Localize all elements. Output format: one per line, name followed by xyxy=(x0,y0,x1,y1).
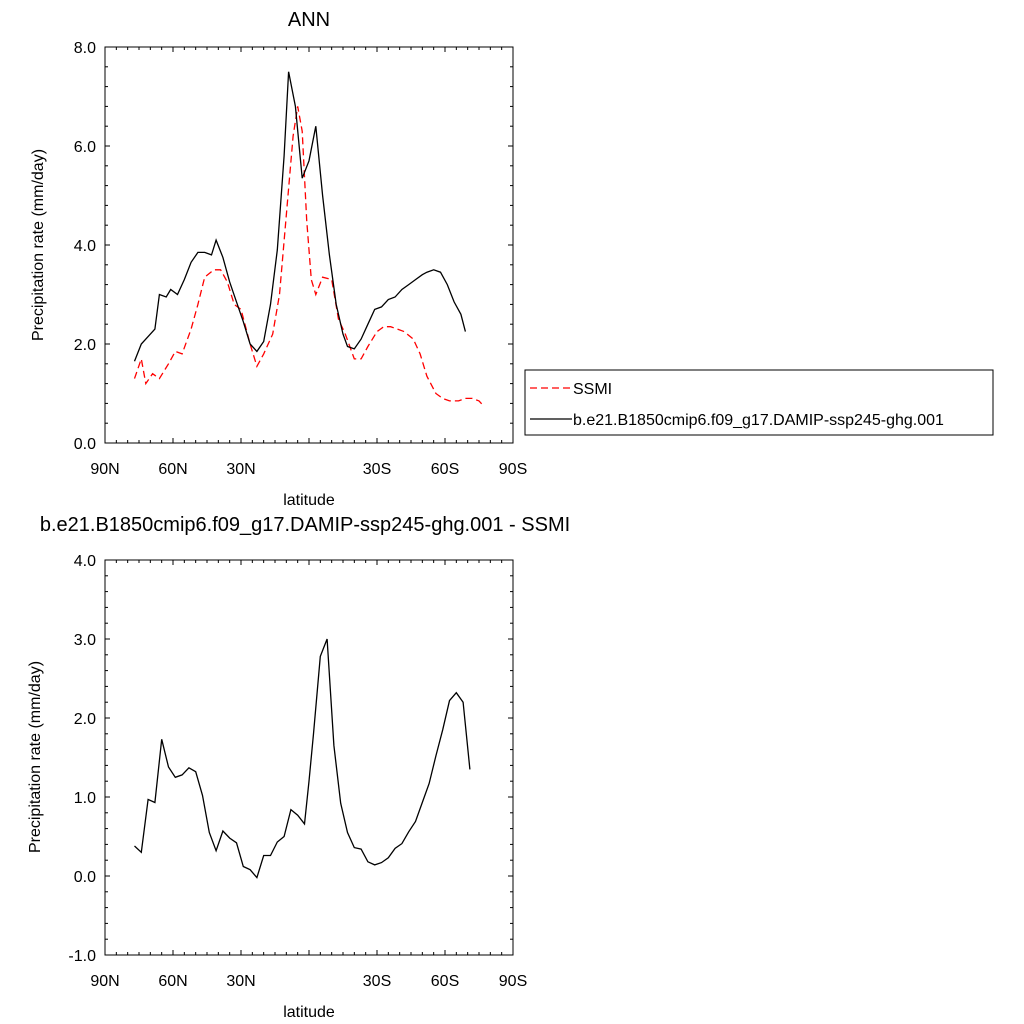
bottom-y-tick-label: 0.0 xyxy=(74,869,96,886)
bottom-x-tick-label: 30S xyxy=(363,973,391,990)
top-x-axis-label: latitude xyxy=(283,492,335,509)
legend-ssmi-label: SSMI xyxy=(573,381,612,398)
legend-box xyxy=(524,369,994,436)
bottom-y-tick-label: 2.0 xyxy=(74,711,96,728)
top-x-tick-label: 90N xyxy=(90,461,119,478)
top-x-tick-label: 60S xyxy=(431,461,459,478)
top-y-tick-label: 2.0 xyxy=(74,337,96,354)
top-series-line-0 xyxy=(133,106,484,407)
bottom-series-line-0 xyxy=(134,638,471,879)
bottom-x-tick-label: 90N xyxy=(90,973,119,990)
top-series-line-1 xyxy=(133,71,467,362)
top-plot-area: 90N 60N 30N 30S 60S 90S 0.0 2.0 4.0 6.0 8.0 xyxy=(74,40,527,478)
bottom-x-tick-label: 60N xyxy=(158,973,187,990)
top-y-axis-label: Precipitation rate (mm/day) xyxy=(30,149,47,341)
top-y-tick-label: 8.0 xyxy=(74,40,96,57)
bottom-x-axis-label: latitude xyxy=(283,1004,335,1021)
bottom-x-tick-label: 60S xyxy=(431,973,459,990)
top-chart-title: ANN xyxy=(288,9,330,31)
bottom-x-tick-label: 90S xyxy=(499,973,527,990)
bottom-y-tick-label: 3.0 xyxy=(74,632,96,649)
legend: SSMI b.e21.B1850cmip6.f09_g17.DAMIP-ssp2… xyxy=(524,369,994,436)
bottom-y-axis-label: Precipitation rate (mm/day) xyxy=(27,661,44,853)
bottom-plot-frame xyxy=(104,559,514,956)
top-y-tick-label: 0.0 xyxy=(74,436,96,453)
top-x-tick-label: 30N xyxy=(226,461,255,478)
top-x-tick-label: 30S xyxy=(363,461,391,478)
top-x-tick-label: 90S xyxy=(499,461,527,478)
bottom-chart-title: b.e21.B1850cmip6.f09_g17.DAMIP-ssp245-gh… xyxy=(40,514,570,536)
bottom-x-tick-label: 30N xyxy=(226,973,255,990)
legend-model-label: b.e21.B1850cmip6.f09_g17.DAMIP-ssp245-gh… xyxy=(573,412,944,429)
top-plot-frame xyxy=(104,46,514,444)
bottom-y-tick-label: 4.0 xyxy=(74,553,96,570)
top-y-tick-label: 4.0 xyxy=(74,238,96,255)
bottom-y-tick-label: 1.0 xyxy=(74,790,96,807)
bottom-y-tick-label: -1.0 xyxy=(68,948,96,965)
top-y-tick-label: 6.0 xyxy=(74,139,96,156)
bottom-plot-area: 90N 60N 30N 30S 60S 90S -1.0 0.0 1.0 2.0 3.0 4.0 xyxy=(68,553,527,990)
top-x-tick-label: 60N xyxy=(158,461,187,478)
